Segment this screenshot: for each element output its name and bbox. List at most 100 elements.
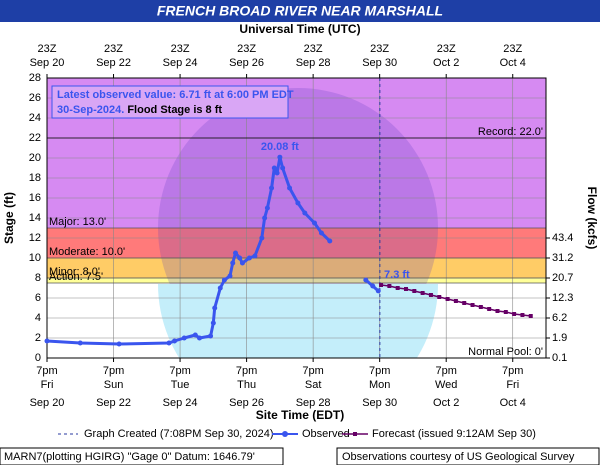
point <box>387 284 392 288</box>
note-line: Latest observed value: 6.71 ft at 6:00 P… <box>57 89 294 101</box>
y2-tick-label: 31.2 <box>552 252 573 264</box>
x2-tick-label: Sep 26 <box>229 57 264 69</box>
point <box>221 277 227 283</box>
point <box>239 260 245 266</box>
point <box>264 205 270 211</box>
chart-title: FRENCH BROAD RIVER NEAR MARSHALL <box>157 3 443 19</box>
point <box>274 170 280 176</box>
note-date: 30-Sep-2024. <box>57 104 124 116</box>
x-axis-title: Site Time (EDT) <box>256 408 344 422</box>
threshold-label: Action: 7.5' <box>49 271 103 283</box>
point <box>277 154 283 160</box>
x-tick-label: Sep 20 <box>30 397 65 409</box>
point <box>445 297 450 301</box>
x2-tick-label: Sep 30 <box>362 57 397 69</box>
data-label: 20.08 ft <box>261 141 299 153</box>
x2-tick-label: Sep 22 <box>96 57 131 69</box>
y-tick-label: 0 <box>35 352 41 364</box>
x-tick-label: 7pm <box>502 365 523 377</box>
x-tick-label: Sep 24 <box>163 397 198 409</box>
y-tick-label: 2 <box>35 332 41 344</box>
x2-tick-label: 23Z <box>171 43 190 55</box>
y-tick-label: 16 <box>29 192 41 204</box>
x-tick-label: 7pm <box>369 365 390 377</box>
y-tick-label: 20 <box>29 152 41 164</box>
flood-band <box>47 228 546 258</box>
point <box>287 185 293 191</box>
y-tick-label: 6 <box>35 292 41 304</box>
point <box>404 287 409 291</box>
y-tick-label: 26 <box>29 92 41 104</box>
x-tick-label: 7pm <box>169 365 190 377</box>
point <box>437 295 442 299</box>
point <box>318 230 324 236</box>
logo <box>158 284 438 358</box>
logo-lower <box>158 284 438 358</box>
footer-box <box>336 447 600 465</box>
note-flood: Flood Stage is 8 ft <box>127 104 222 116</box>
point <box>428 293 433 297</box>
threshold-label: Record: 22.0' <box>478 126 543 138</box>
point <box>271 165 277 171</box>
point <box>478 305 483 309</box>
note-box <box>51 85 289 119</box>
point <box>246 255 252 261</box>
flood-band <box>47 278 546 283</box>
y-axis-title: Stage (ft) <box>2 192 16 244</box>
point <box>269 185 275 191</box>
x-tick-label: Oct 4 <box>500 397 526 409</box>
point <box>395 286 400 290</box>
point <box>196 335 202 341</box>
point <box>370 283 376 289</box>
legend-label: Forecast (issued 9:12AM Sep 30) <box>372 428 536 440</box>
x-tick-label: Sat <box>305 379 322 391</box>
point <box>462 301 467 305</box>
x2-tick-label: 23Z <box>370 43 389 55</box>
point <box>453 299 458 303</box>
x-tick-label: Sep 26 <box>229 397 264 409</box>
x2-tick-label: Oct 2 <box>433 57 459 69</box>
x-tick-label: Fri <box>506 379 519 391</box>
legend-marker <box>282 431 288 437</box>
legend-created: Graph Created (7:08PM Sep 30, 2024) <box>84 428 274 440</box>
point <box>412 289 417 293</box>
x-tick-label: Sep 22 <box>96 397 131 409</box>
point <box>327 238 333 244</box>
footer-box <box>0 447 284 465</box>
note-line: 30-Sep-2024. Flood Stage is 8 ft <box>57 104 222 116</box>
point <box>252 253 258 259</box>
point <box>192 332 198 338</box>
point <box>379 283 384 287</box>
legend-marker <box>353 432 357 436</box>
y-tick-label: 10 <box>29 252 41 264</box>
x-tick-label: 7pm <box>103 365 124 377</box>
x2-tick-label: Oct 4 <box>500 57 526 69</box>
point <box>375 288 381 294</box>
x-tick-label: Thu <box>237 379 256 391</box>
point <box>520 313 525 317</box>
footer-left: MARN7(plotting HGIRG) "Gage 0" Datum: 16… <box>4 451 255 463</box>
x-tick-label: 7pm <box>36 365 57 377</box>
plot-border <box>46 77 547 359</box>
y2-axis-title: Flow (kcfs) <box>585 187 599 250</box>
x2-tick-label: Sep 20 <box>30 57 65 69</box>
y-tick-label: 18 <box>29 172 41 184</box>
point <box>233 250 239 256</box>
x-tick-label: Wed <box>435 379 457 391</box>
point <box>116 341 122 347</box>
y2-tick-label: 43.4 <box>552 232 573 244</box>
point <box>262 215 268 221</box>
x-tick-label: Sun <box>104 379 124 391</box>
x2-tick-label: 23Z <box>437 43 456 55</box>
plot-clip <box>47 78 546 358</box>
title-bar <box>0 0 600 22</box>
point <box>237 255 243 261</box>
x2-tick-label: 23Z <box>38 43 57 55</box>
point <box>302 210 308 216</box>
y-tick-label: 14 <box>29 212 41 224</box>
y-tick-label: 28 <box>29 72 41 84</box>
x2-axis-title: Universal Time (UTC) <box>239 22 360 36</box>
point <box>259 235 265 241</box>
point <box>512 312 517 316</box>
